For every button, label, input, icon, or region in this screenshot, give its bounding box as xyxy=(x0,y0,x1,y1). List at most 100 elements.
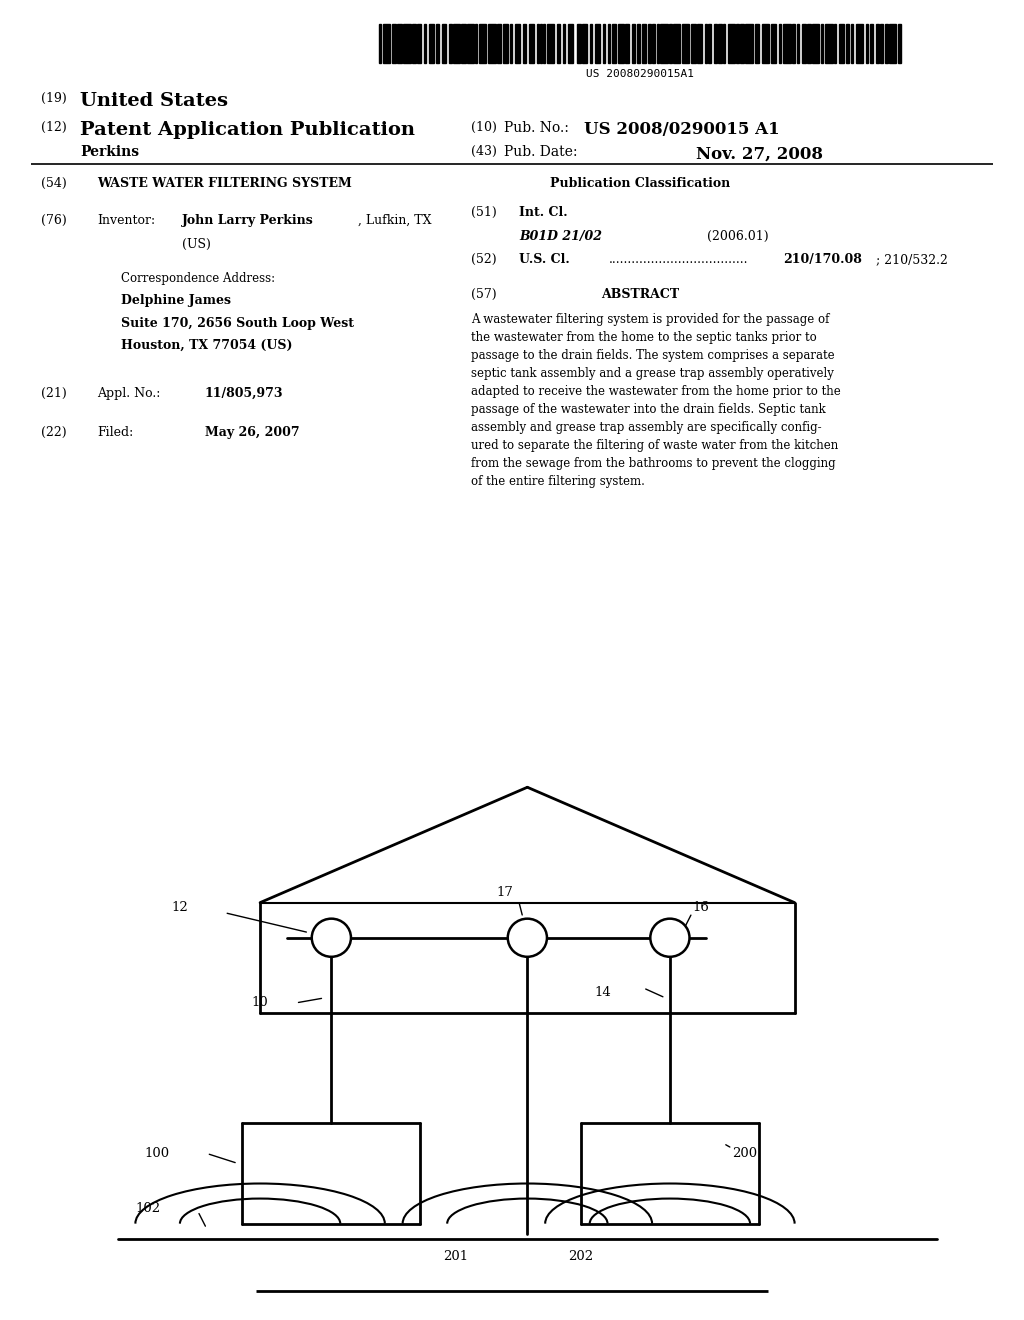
Text: (43): (43) xyxy=(471,145,497,158)
Text: (12): (12) xyxy=(41,121,67,135)
Ellipse shape xyxy=(311,919,351,957)
Text: , Lufkin, TX: , Lufkin, TX xyxy=(358,214,432,227)
Bar xyxy=(714,24,717,63)
Bar xyxy=(590,24,592,63)
Text: Houston, TX 77054 (US): Houston, TX 77054 (US) xyxy=(121,339,292,352)
Text: (52): (52) xyxy=(471,253,497,267)
Bar xyxy=(821,24,823,63)
Bar xyxy=(497,24,501,63)
Bar xyxy=(825,24,833,63)
Bar xyxy=(383,24,390,63)
Text: 201: 201 xyxy=(443,1250,469,1263)
Bar xyxy=(603,24,605,63)
Bar xyxy=(424,24,426,63)
Bar xyxy=(697,24,702,63)
Bar xyxy=(503,24,508,63)
Bar xyxy=(771,24,776,63)
Bar xyxy=(657,24,659,63)
Bar xyxy=(856,24,863,63)
Bar xyxy=(582,24,587,63)
Text: Nov. 27, 2008: Nov. 27, 2008 xyxy=(696,145,823,162)
Text: (2006.01): (2006.01) xyxy=(707,230,768,243)
Bar xyxy=(708,24,711,63)
Bar xyxy=(403,24,411,63)
Bar xyxy=(461,24,466,63)
Bar xyxy=(436,24,439,63)
Bar xyxy=(834,24,836,63)
Bar xyxy=(397,24,402,63)
Bar xyxy=(669,24,672,63)
Text: Inventor:: Inventor: xyxy=(97,214,156,227)
Bar xyxy=(740,24,744,63)
Bar xyxy=(412,24,416,63)
Bar xyxy=(618,24,624,63)
Bar xyxy=(779,24,781,63)
Ellipse shape xyxy=(650,919,689,957)
Text: (10): (10) xyxy=(471,121,497,135)
Bar xyxy=(736,24,739,63)
Bar xyxy=(745,24,753,63)
Bar xyxy=(488,24,496,63)
Text: Publication Classification: Publication Classification xyxy=(550,177,730,190)
Bar xyxy=(453,24,460,63)
Bar xyxy=(479,24,486,63)
Bar xyxy=(577,24,581,63)
Bar xyxy=(563,24,565,63)
Bar xyxy=(523,24,526,63)
Bar xyxy=(802,24,806,63)
Text: Int. Cl.: Int. Cl. xyxy=(519,206,567,219)
Bar xyxy=(755,24,759,63)
Bar xyxy=(648,24,651,63)
Bar xyxy=(515,24,520,63)
Text: Filed:: Filed: xyxy=(97,426,133,440)
Bar xyxy=(870,24,873,63)
Bar xyxy=(839,24,844,63)
Bar xyxy=(429,24,434,63)
Bar xyxy=(595,24,600,63)
Text: Patent Application Publication: Patent Application Publication xyxy=(80,121,415,140)
Bar xyxy=(392,24,396,63)
Bar xyxy=(612,24,616,63)
Text: (76): (76) xyxy=(41,214,67,227)
Text: ABSTRACT: ABSTRACT xyxy=(601,288,679,301)
Bar xyxy=(632,24,635,63)
Text: May 26, 2007: May 26, 2007 xyxy=(205,426,299,440)
Bar xyxy=(682,24,689,63)
Bar xyxy=(718,24,722,63)
Text: US 20080290015A1: US 20080290015A1 xyxy=(586,69,694,79)
Bar xyxy=(846,24,849,63)
Text: 100: 100 xyxy=(144,1147,169,1160)
Text: WASTE WATER FILTERING SYSTEM: WASTE WATER FILTERING SYSTEM xyxy=(97,177,352,190)
Text: 14: 14 xyxy=(594,986,611,999)
Bar xyxy=(728,24,735,63)
Text: 16: 16 xyxy=(692,902,709,915)
Text: (21): (21) xyxy=(41,387,67,400)
Bar xyxy=(812,24,819,63)
Bar xyxy=(642,24,646,63)
Bar xyxy=(792,24,795,63)
Bar xyxy=(379,24,381,63)
Bar xyxy=(557,24,560,63)
Bar xyxy=(783,24,791,63)
Text: Suite 170, 2656 South Loop West: Suite 170, 2656 South Loop West xyxy=(121,317,354,330)
Text: Appl. No.:: Appl. No.: xyxy=(97,387,161,400)
Text: 12: 12 xyxy=(171,902,187,915)
Text: (19): (19) xyxy=(41,92,67,106)
Text: ....................................: .................................... xyxy=(609,253,749,267)
Text: U.S. Cl.: U.S. Cl. xyxy=(519,253,570,267)
Bar xyxy=(442,24,446,63)
Bar xyxy=(691,24,696,63)
Text: John Larry Perkins: John Larry Perkins xyxy=(182,214,314,227)
Bar xyxy=(417,24,421,63)
Bar xyxy=(529,24,534,63)
Bar xyxy=(723,24,725,63)
Bar xyxy=(449,24,452,63)
Bar xyxy=(807,24,811,63)
Bar xyxy=(705,24,707,63)
Text: 200: 200 xyxy=(732,1147,758,1160)
Bar xyxy=(625,24,629,63)
Bar xyxy=(608,24,610,63)
Bar xyxy=(851,24,853,63)
Bar xyxy=(475,24,477,63)
Text: (51): (51) xyxy=(471,206,497,219)
